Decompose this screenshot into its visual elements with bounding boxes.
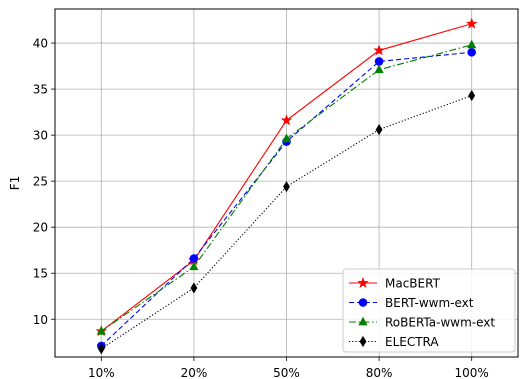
data-point-macbert [465,17,478,29]
legend-label: MacBERT [385,277,441,291]
x-tick-label: 100% [455,366,489,379]
legend-item-bert-wwm-ext: BERT-wwm-ext [349,296,474,310]
y-tick-label: 15 [33,267,48,281]
data-point-electra [375,124,383,136]
series-group [95,17,478,355]
legend-label: ELECTRA [385,335,439,349]
x-axis: 10% 20% 50% 80% 100% [88,357,489,379]
data-point-macbert [280,114,293,126]
y-axis-label: F1 [8,176,22,191]
x-tick-label: 50% [273,366,300,379]
legend-item-macbert: MacBERT [349,277,441,291]
y-tick-label: 25 [33,175,48,189]
data-point-bert-wwm-ext [189,254,199,263]
data-point-bert-wwm-ext [467,47,477,57]
legend-marker [358,298,368,307]
data-point-electra [190,282,198,294]
legend: MacBERT BERT-wwm-ext RoBERTa-wwm-ext ELECTR… [342,268,516,353]
data-point-roberta-wwm-ext [467,39,477,49]
data-point-electra [283,181,290,193]
legend-item-electra: ELECTRA [349,335,439,349]
data-point-macbert [373,44,385,56]
y-axis: 10 15 20 25 30 35 40 [33,37,55,327]
x-tick-label: 20% [181,366,208,379]
legend-item-roberta-wwm-ext: RoBERTa-wwm-ext [349,316,495,330]
series-electra [97,89,476,355]
series-roberta-wwm-ext [96,39,477,335]
legend-marker [359,335,367,348]
data-point-bert-wwm-ext [374,57,384,66]
legend-label: RoBERTa-wwm-ext [385,316,495,330]
data-point-electra [468,89,476,102]
data-point-electra [97,343,105,355]
data-point-roberta-wwm-ext [281,133,292,143]
y-tick-label: 35 [33,83,48,97]
y-tick-label: 10 [33,313,48,327]
legend-label: BERT-wwm-ext [385,296,474,310]
x-tick-label: 10% [88,366,115,379]
legend-marker [357,276,369,288]
series-line-electra [100,95,472,350]
y-tick-label: 40 [33,37,48,51]
data-point-roberta-wwm-ext [374,64,384,74]
legend-box [342,268,516,353]
y-tick-label: 20 [33,221,48,235]
data-point-roberta-wwm-ext [189,261,199,271]
y-tick-label: 30 [33,129,48,143]
data-point-roberta-wwm-ext [96,326,106,335]
legend-marker [358,316,368,326]
x-tick-label: 80% [366,366,393,379]
